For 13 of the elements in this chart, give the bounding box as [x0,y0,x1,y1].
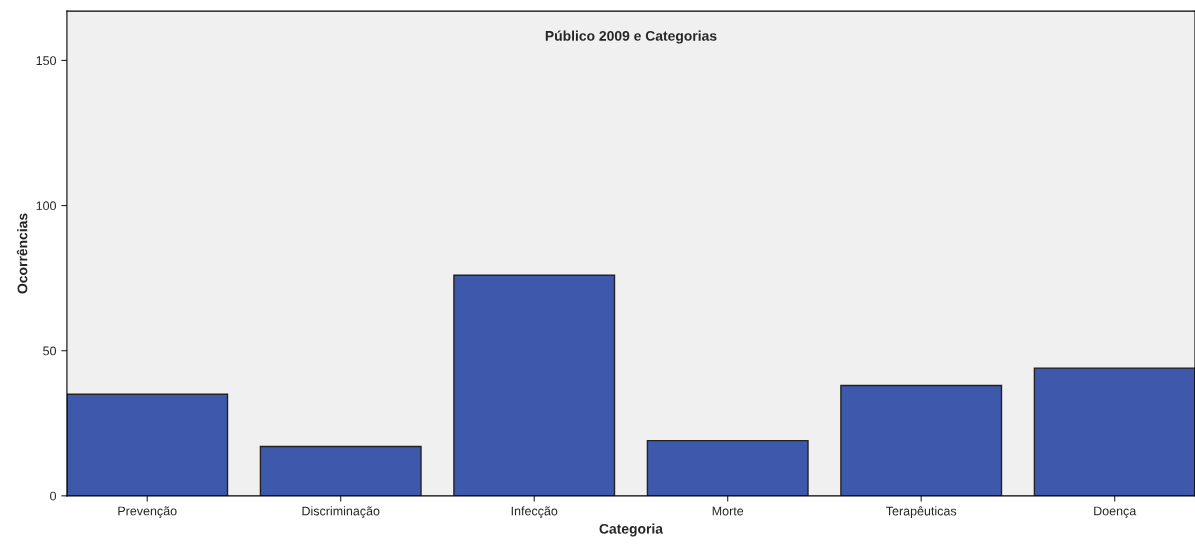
x-axis-title: Categoria [599,523,664,537]
x-tick-label: Infecção [511,506,558,518]
y-tick-label: 150 [36,56,57,66]
y-axis-title: Ocorrências [16,213,28,294]
y-tick-label: 100 [36,201,57,211]
x-tick-label: Doença [1094,506,1137,518]
x-tick-label: Morte [712,506,744,516]
y-tick-label: 0 [50,491,57,501]
x-tick-label: Prevenção [118,506,177,518]
y-tick-label: 50 [43,346,57,356]
text: Público 2009 e Categorias [545,30,717,44]
x-tick-label: Terapêuticas [886,506,957,518]
x-tick-label: Discriminação [302,506,380,518]
